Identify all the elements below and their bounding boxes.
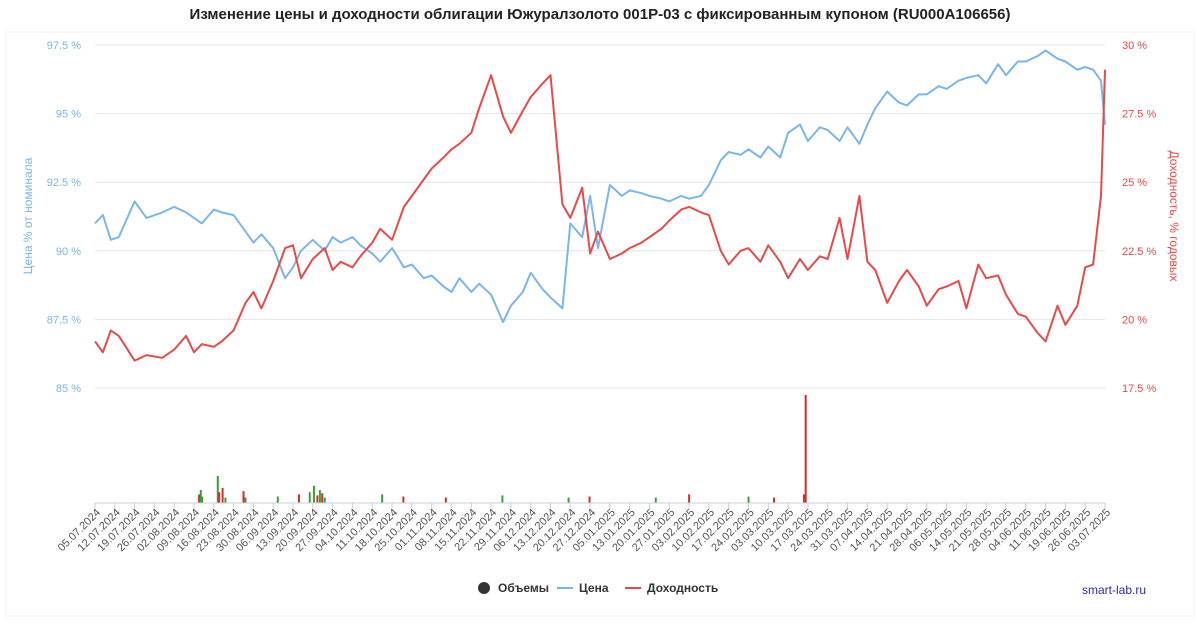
series-lines bbox=[94, 49, 1106, 362]
volume-bars bbox=[198, 395, 807, 503]
right-tick-label: 30 % bbox=[1122, 40, 1147, 52]
volume-bar[interactable] bbox=[199, 490, 202, 503]
legend[interactable]: Объемы Цена Доходность bbox=[478, 581, 718, 595]
volume-bar[interactable] bbox=[444, 497, 447, 503]
volume-bar[interactable] bbox=[323, 497, 326, 503]
volume-bar[interactable] bbox=[244, 497, 247, 503]
volume-bar[interactable] bbox=[588, 496, 591, 503]
chart-title: Изменение цены и доходности облигации Юж… bbox=[190, 6, 1011, 23]
volume-bar[interactable] bbox=[198, 494, 201, 503]
volume-bar[interactable] bbox=[218, 492, 221, 503]
grid-lines bbox=[95, 44, 1105, 389]
volume-bar[interactable] bbox=[747, 496, 750, 503]
plot-background bbox=[5, 31, 1195, 617]
left-tick-label: 87.5 % bbox=[47, 314, 81, 326]
volume-bar[interactable] bbox=[297, 494, 300, 503]
right-tick-label: 27.5 % bbox=[1122, 109, 1156, 121]
volume-bar[interactable] bbox=[318, 490, 321, 503]
legend-item[interactable]: Объемы bbox=[478, 581, 549, 595]
price-series-line[interactable] bbox=[94, 49, 1106, 324]
left-tick-label: 90 % bbox=[56, 246, 81, 258]
yield-series-line[interactable] bbox=[94, 69, 1106, 362]
y-axis-left-label: Цена % от номинала bbox=[21, 157, 35, 274]
volume-bar[interactable] bbox=[276, 496, 279, 503]
right-tick-label: 25 % bbox=[1122, 177, 1147, 189]
legend-item[interactable]: Доходность bbox=[625, 581, 718, 595]
left-axis-ticks: 85 % 87.5 % 90 % 92.5 % 95 % 97.5 % bbox=[47, 40, 81, 395]
legend-label: Доходность bbox=[647, 581, 718, 595]
volume-bar[interactable] bbox=[221, 487, 224, 503]
left-tick-label: 85 % bbox=[56, 383, 81, 395]
volume-bar[interactable] bbox=[216, 476, 219, 503]
volume-bar[interactable] bbox=[402, 496, 405, 503]
volume-bar[interactable] bbox=[308, 492, 311, 503]
volume-bar[interactable] bbox=[312, 485, 315, 503]
left-tick-label: 92.5 % bbox=[47, 177, 81, 189]
legend-label: Цена bbox=[579, 581, 609, 595]
volume-bar[interactable] bbox=[316, 495, 319, 503]
volume-bar[interactable] bbox=[802, 494, 805, 503]
volume-bar[interactable] bbox=[804, 395, 807, 503]
volume-bar[interactable] bbox=[224, 497, 227, 503]
volume-bar[interactable] bbox=[772, 497, 775, 503]
right-tick-label: 17.5 % bbox=[1122, 383, 1156, 395]
y-axis-right-label: Доходность, % годовых bbox=[1167, 151, 1181, 282]
volume-bar[interactable] bbox=[381, 494, 384, 503]
legend-item[interactable]: Цена bbox=[557, 581, 609, 595]
volume-bar[interactable] bbox=[242, 491, 245, 503]
source-credit[interactable]: smart-lab.ru bbox=[1082, 583, 1146, 597]
left-tick-label: 95 % bbox=[56, 109, 81, 121]
volume-bar[interactable] bbox=[654, 497, 657, 503]
right-axis-ticks: 17.5 % 20 % 22.5 % 25 % 27.5 % 30 % bbox=[1122, 40, 1156, 395]
legend-label: Объемы bbox=[498, 581, 549, 595]
volume-bar[interactable] bbox=[688, 494, 691, 503]
volume-bar[interactable] bbox=[321, 493, 324, 503]
volume-bar[interactable] bbox=[201, 496, 204, 503]
legend-circle-icon bbox=[478, 582, 490, 594]
right-tick-label: 20 % bbox=[1122, 314, 1147, 326]
volume-bar[interactable] bbox=[567, 497, 570, 503]
left-tick-label: 97.5 % bbox=[47, 40, 81, 52]
right-tick-label: 22.5 % bbox=[1122, 246, 1156, 258]
volume-bar[interactable] bbox=[501, 495, 504, 503]
